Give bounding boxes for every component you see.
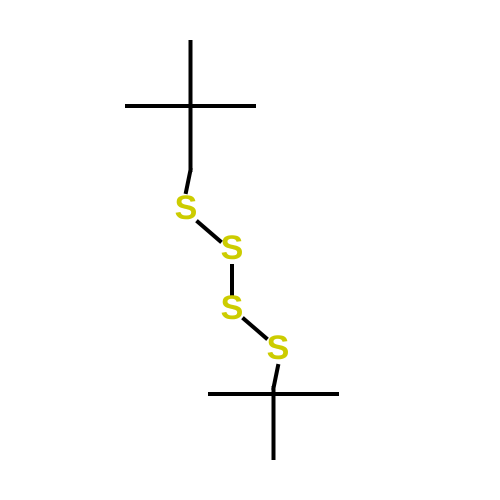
atom-label: S	[175, 189, 198, 227]
bond	[274, 366, 279, 388]
bond	[244, 319, 266, 338]
atom-label: S	[221, 229, 244, 267]
atom-label: S	[221, 289, 244, 327]
bond	[198, 222, 220, 241]
chemical-structure-diagram: SSSS	[0, 0, 500, 500]
atom-label: S	[267, 329, 290, 367]
